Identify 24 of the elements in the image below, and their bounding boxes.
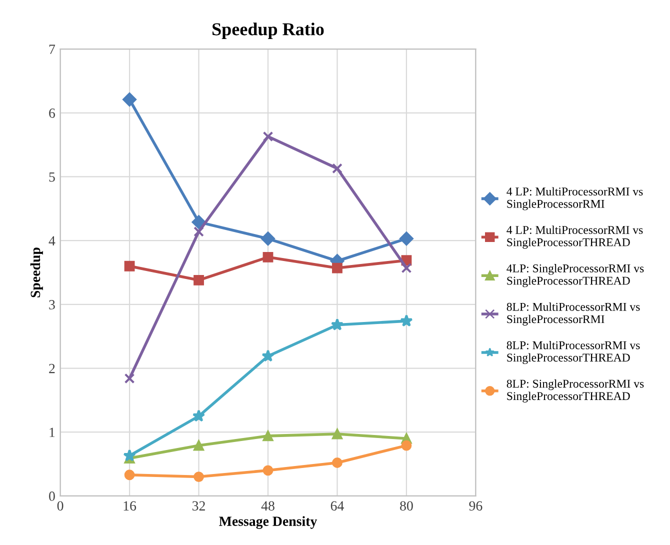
y-tick-label: 1: [50, 428, 55, 437]
legend-label: 4LP: SingleProcessorRMI vs SingleProcessorTHREAD: [506, 264, 644, 288]
legend-label: 8LP: MultiProcessorRMI vs SingleProcessorRMI: [506, 302, 640, 326]
x-tick-label: 48: [261, 501, 274, 511]
x-axis-title: Message Density: [219, 516, 318, 529]
x-tick-label: 96: [469, 501, 482, 511]
y-tick-label: 2: [49, 364, 55, 374]
y-tick-label: 0: [49, 492, 55, 501]
legend-label: 8LP: SingleProcessorRMI vs SingleProcessorTHREAD: [506, 379, 644, 402]
y-axis-title: Speedup: [30, 248, 43, 298]
y-tick-label: 3: [49, 300, 55, 310]
x-tick-label: 16: [124, 501, 136, 511]
legend-label: 4 LP: MultiProcessorRMI vs SingleProcessorRMI: [506, 187, 643, 210]
legend-label: 8LP: MultiProcessorRMI vs SingleProcessorTHREAD: [506, 340, 640, 364]
y-tick-label: 7: [49, 44, 56, 54]
legend-label: 4 LP: MultiProcessorRMI vs SingleProcessorTHREAD: [506, 226, 643, 249]
x-tick-label: 64: [330, 501, 344, 511]
x-tick-label: 32: [192, 501, 205, 511]
y-tick-label: 6: [49, 108, 56, 118]
x-tick-label: 80: [400, 501, 413, 511]
x-tick-label: 0: [57, 501, 64, 511]
y-tick-label: 5: [49, 172, 55, 182]
y-tick-label: 4: [48, 236, 56, 246]
chart-title: Speedup Ratio: [212, 22, 324, 40]
